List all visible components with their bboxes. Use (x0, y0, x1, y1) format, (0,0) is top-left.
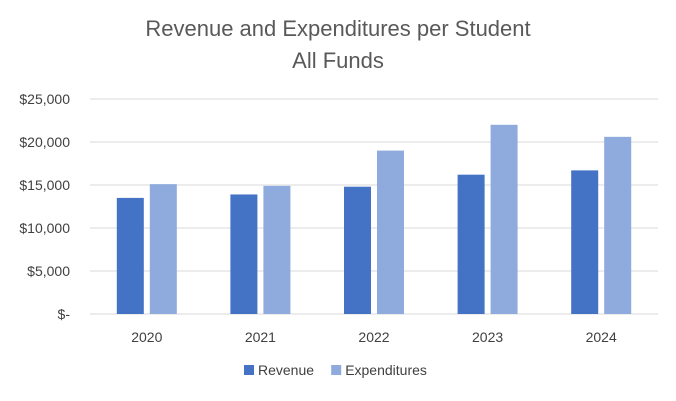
bar-expenditures-2021 (263, 185, 291, 314)
legend-swatch-expenditures (331, 365, 342, 375)
y-tick-label: $- (58, 306, 71, 322)
x-tick-label-2022: 2022 (358, 329, 389, 345)
chart-title: Revenue and Expenditures per Student All… (145, 16, 530, 73)
y-tick-label: $15,000 (19, 177, 70, 193)
x-tick-label-2021: 2021 (245, 329, 276, 345)
legend: Revenue Expenditures (244, 362, 427, 378)
bar-revenue-2020 (116, 197, 144, 314)
chart-title-line-1: Revenue and Expenditures per Student (145, 16, 530, 41)
bar-revenue-2021 (230, 194, 258, 314)
legend-label-revenue: Revenue (258, 362, 314, 378)
y-axis-tick-labels: $- $5,000 $10,000 $15,000 $20,000 $25,000 (19, 91, 70, 322)
chart-title-line-2: All Funds (292, 48, 384, 73)
y-tick-label: $5,000 (27, 263, 70, 279)
bar-revenue-2022 (344, 186, 371, 314)
y-tick-label: $10,000 (19, 220, 70, 236)
y-tick-label: $20,000 (19, 134, 70, 150)
gridlines (90, 98, 658, 315)
y-tick-label: $25,000 (19, 91, 70, 107)
x-tick-label-2024: 2024 (586, 329, 617, 345)
bar-expenditures-2022 (377, 150, 404, 314)
legend-label-expenditures: Expenditures (345, 362, 427, 378)
bar-revenue-2023 (457, 174, 485, 314)
bar-expenditures-2024 (604, 136, 632, 314)
bar-expenditures-2020 (149, 184, 177, 314)
x-tick-label-2020: 2020 (131, 329, 162, 345)
x-axis-tick-labels: 2020 2021 2022 2023 2024 (131, 329, 617, 345)
x-tick-label-2023: 2023 (472, 329, 503, 345)
bars (116, 124, 632, 314)
bar-revenue-2024 (571, 170, 599, 314)
bar-expenditures-2023 (490, 124, 518, 314)
legend-swatch-revenue (244, 365, 254, 375)
